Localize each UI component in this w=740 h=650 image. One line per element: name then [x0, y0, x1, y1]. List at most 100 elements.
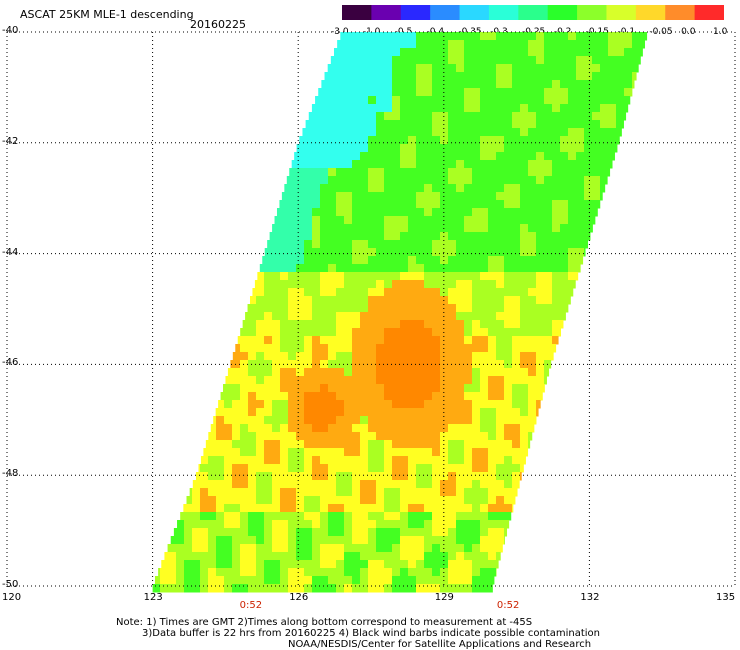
swath-cell [520, 296, 529, 305]
swath-cell [320, 160, 329, 169]
swath-cell [264, 424, 273, 433]
swath-cell [416, 520, 425, 529]
swath-cell [280, 464, 289, 473]
swath-cell [352, 432, 361, 441]
swath-cell [448, 216, 457, 225]
swath-cell [496, 472, 505, 481]
swath-cell [504, 184, 513, 193]
swath-cell [448, 384, 457, 393]
swath-cell [360, 72, 369, 81]
swath-cell [360, 416, 369, 425]
swath-cell [280, 400, 289, 409]
swath-cell [552, 320, 561, 329]
swath-cell [392, 304, 401, 313]
swath-cell [568, 96, 577, 105]
swath-cell [408, 216, 417, 225]
swath-cell [168, 560, 177, 569]
swath-cell [488, 296, 497, 305]
swath-cell [448, 488, 457, 497]
swath-cell [336, 312, 345, 321]
swath-cell [312, 184, 321, 193]
swath-cell [312, 224, 321, 233]
swath-cell [240, 568, 249, 577]
swath-cell [224, 528, 233, 537]
swath-cell [456, 464, 465, 473]
swath-cell [416, 48, 425, 57]
swath-cell [576, 104, 585, 113]
swath-cell [472, 80, 481, 89]
swath-cell [504, 408, 513, 417]
swath-cell [288, 536, 297, 545]
swath-cell [504, 472, 513, 481]
swath-cell [336, 88, 345, 97]
swath-cell [480, 576, 489, 585]
swath-cell [584, 40, 593, 49]
swath-cell [304, 472, 313, 481]
swath-cell [480, 176, 489, 185]
swath-cell [328, 200, 337, 209]
swath-cell [552, 272, 561, 281]
swath-cell [368, 32, 377, 41]
swath-cell [560, 200, 569, 209]
swath-cell [424, 352, 433, 361]
swath-cell [448, 200, 457, 209]
swath-cell [544, 152, 553, 161]
swath-cell [496, 448, 505, 457]
swath-cell [472, 392, 481, 401]
swath-cell [344, 56, 353, 65]
swath-cell [304, 384, 313, 393]
swath-cell [488, 32, 497, 41]
colorbar-swatch [547, 5, 578, 20]
swath-cell [416, 40, 425, 49]
swath-cell [528, 64, 537, 73]
swath-cell [544, 264, 553, 273]
swath-cell [264, 384, 273, 393]
swath-cell [552, 80, 561, 89]
swath-cell [512, 240, 521, 249]
swath-cell [408, 88, 417, 97]
swath-cell [195, 472, 201, 481]
swath-cell [280, 584, 289, 593]
swath-cell [504, 80, 513, 89]
swath-cell [464, 80, 473, 89]
swath-cell [269, 232, 273, 241]
swath-cell [504, 216, 513, 225]
swath-cell [296, 352, 305, 361]
swath-cell [608, 96, 617, 105]
swath-cell [448, 344, 457, 353]
swath-cell [496, 320, 505, 329]
swath-cell [488, 256, 497, 265]
swath-cell [496, 168, 505, 177]
swath-cell [304, 584, 313, 593]
swath-cell [328, 88, 337, 97]
swath-cell [200, 496, 209, 505]
swath-cell [520, 216, 529, 225]
swath-cell [512, 88, 521, 97]
swath-cell [312, 568, 321, 577]
swath-cell [368, 344, 377, 353]
swath-cell [456, 424, 465, 433]
swath-cell [368, 576, 377, 585]
swath-cell [432, 328, 441, 337]
swath-cell [304, 576, 313, 585]
swath-cell [320, 584, 329, 593]
swath-cell [464, 328, 473, 337]
swath-cell [288, 448, 297, 457]
swath-cell [448, 256, 457, 265]
swath-cell [448, 128, 457, 137]
map-date: 20160225 [190, 18, 246, 31]
colorbar-swatch [665, 5, 696, 20]
swath-cell [448, 520, 457, 529]
swath-cell [312, 160, 321, 169]
swath-cell [392, 120, 401, 129]
swath-cell [584, 64, 593, 73]
swath-cell [336, 576, 345, 585]
swath-cell [328, 296, 337, 305]
swath-cell [496, 440, 505, 449]
swath-cell [392, 64, 401, 73]
swath-cell [176, 536, 185, 545]
colorbar-swatch [577, 5, 607, 20]
swath-cell [224, 424, 233, 433]
swath-cell [344, 416, 353, 425]
swath-cell [544, 328, 553, 337]
